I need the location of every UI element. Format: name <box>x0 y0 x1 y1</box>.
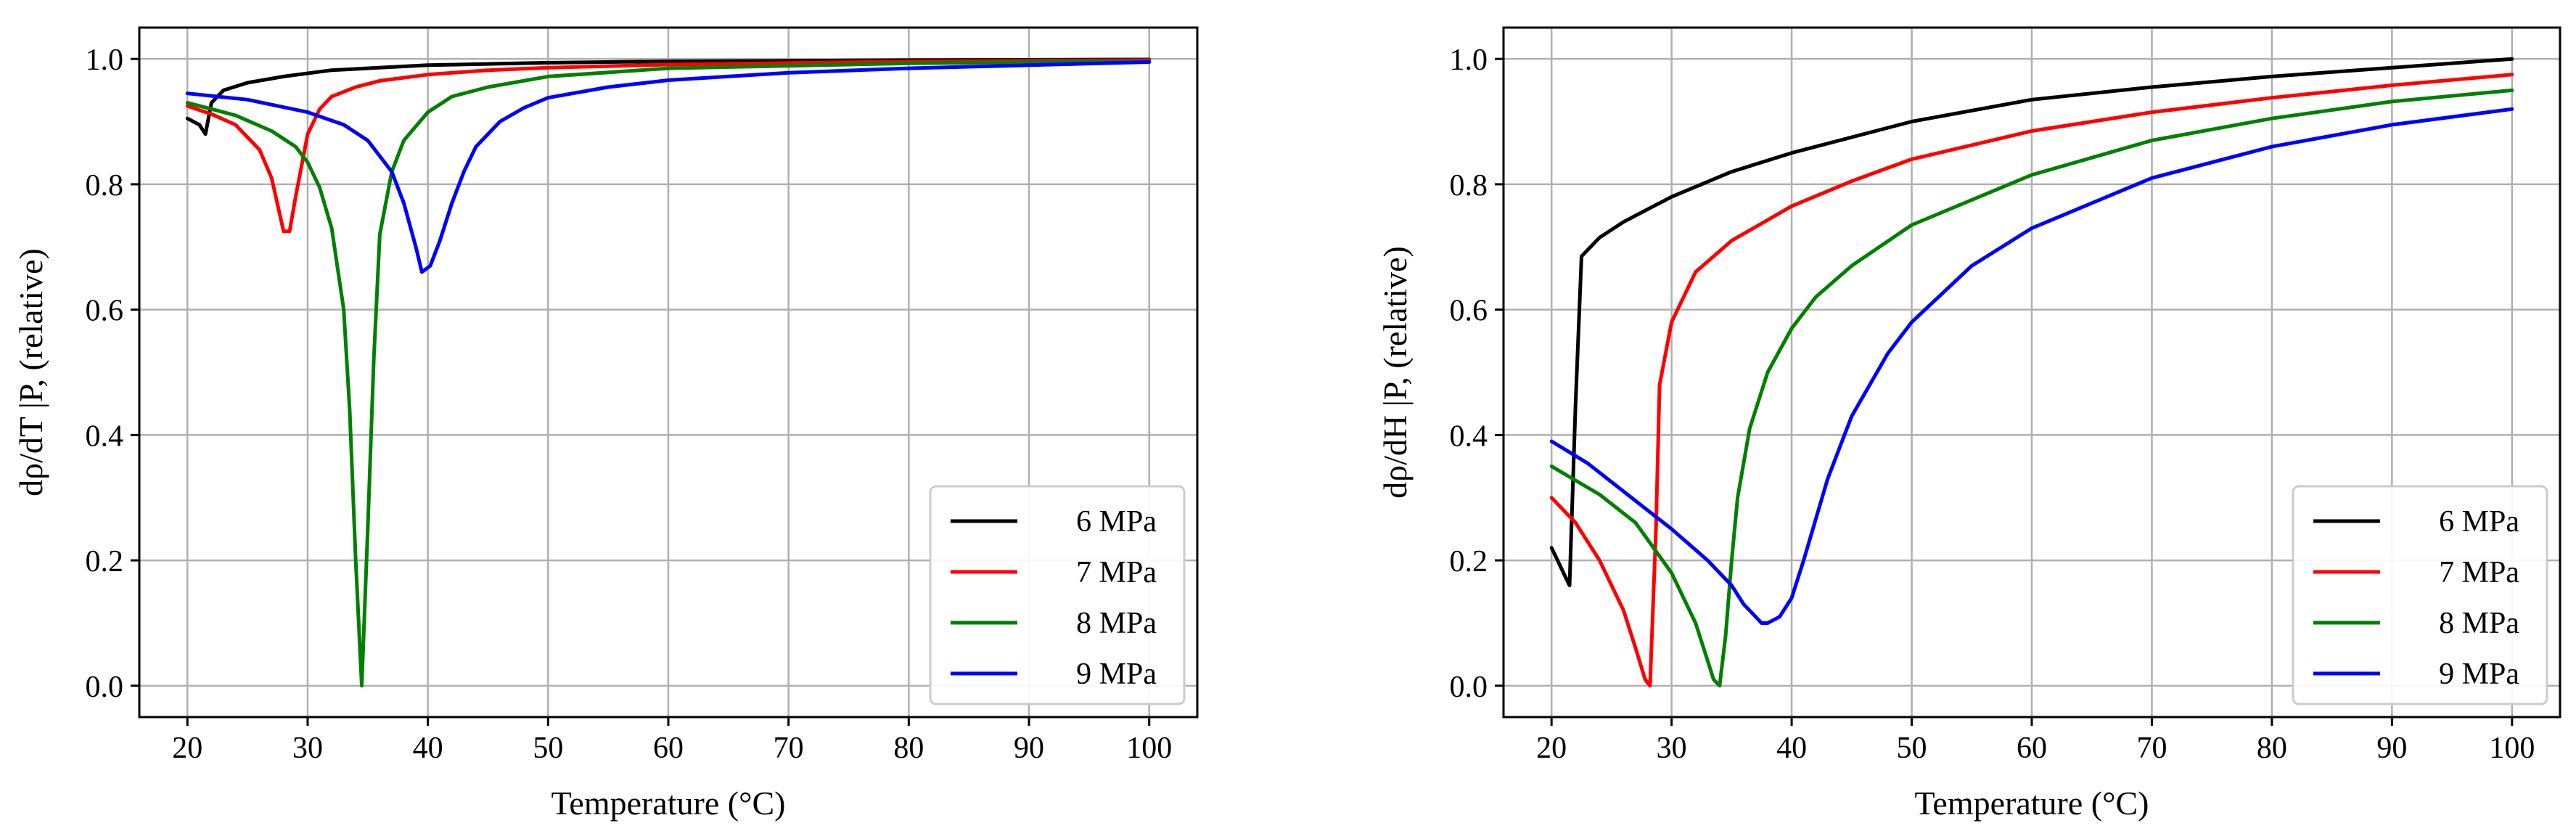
y-tick-label: 0.4 <box>86 420 124 453</box>
x-tick-label: 20 <box>1536 732 1567 765</box>
y-tick-label: 0.2 <box>86 545 124 578</box>
legend-label: 8 MPa <box>2439 607 2519 640</box>
legend-box <box>929 485 1186 705</box>
x-tick-label: 20 <box>172 732 202 765</box>
x-tick-label: 80 <box>2257 732 2287 765</box>
series-line-9-mpa <box>1549 107 2514 625</box>
y-tick-label: 1.0 <box>1450 44 1488 77</box>
legend-label: 7 MPa <box>2439 556 2519 589</box>
y-tick-label: 0.2 <box>1450 545 1488 578</box>
x-tick-label: 40 <box>1776 732 1807 765</box>
x-tick-label: 80 <box>893 732 924 765</box>
right-chart-panel: 20 30 40 50 60 70 80 90 100 0.0 0.2 0.4 0.6 0.8 1.0 Tem… <box>1377 26 2561 822</box>
y-tick-label: 0.4 <box>1450 420 1488 453</box>
legend: 6 MPa 7 MPa 8 MPa 9 MPa <box>929 485 1186 705</box>
legend-label: 6 MPa <box>1076 505 1157 539</box>
legend-label: 8 MPa <box>1076 607 1157 640</box>
series-line-6-mpa <box>1549 57 2514 588</box>
y-axis-title: dρ/dH |P, (relative) <box>1377 246 1414 499</box>
x-tick-label: 90 <box>2376 732 2407 765</box>
legend-label: 6 MPa <box>2439 505 2519 539</box>
y-axis-title: dρ/dT |P, (relative) <box>12 248 49 496</box>
x-tick-label: 100 <box>2489 732 2535 765</box>
x-tick-label: 70 <box>774 732 804 765</box>
series-line-8-mpa <box>1549 88 2514 688</box>
y-tick-label: 0.8 <box>86 169 124 202</box>
x-tick-label: 60 <box>2017 732 2047 765</box>
legend-label: 9 MPa <box>1076 658 1157 691</box>
x-axis-title: Temperature (°C) <box>551 785 786 822</box>
x-tick-label: 60 <box>653 732 684 765</box>
legend-label: 7 MPa <box>1076 556 1157 589</box>
y-tick-label: 0.8 <box>1450 169 1488 202</box>
legend-box <box>2292 485 2548 705</box>
x-axis-title: Temperature (°C) <box>1915 785 2149 822</box>
x-tick-label: 40 <box>413 732 443 765</box>
x-tick-label: 50 <box>533 732 563 765</box>
y-tick-label: 0.0 <box>1450 671 1488 704</box>
series-line-9-mpa <box>185 60 1152 274</box>
legend-label: 9 MPa <box>2439 658 2519 691</box>
x-tick-label: 30 <box>292 732 323 765</box>
y-tick-label: 0.0 <box>86 671 124 704</box>
y-tick-label: 0.6 <box>86 295 124 328</box>
series-line-7-mpa <box>1549 73 2514 688</box>
x-tick-label: 30 <box>1657 732 1687 765</box>
y-tick-label: 0.6 <box>1450 295 1488 328</box>
series-line-8-mpa <box>185 60 1152 688</box>
x-tick-label: 70 <box>2136 732 2167 765</box>
x-tick-label: 50 <box>1897 732 1927 765</box>
series-line-6-mpa <box>185 57 1152 136</box>
left-chart-panel: 20 30 40 50 60 70 80 90 100 0.0 0.2 0.4 0.6 0.8 1.0 Tem… <box>12 26 1199 822</box>
y-tick-label: 1.0 <box>86 44 124 77</box>
series-line-7-mpa <box>185 58 1152 234</box>
legend: 6 MPa 7 MPa 8 MPa 9 MPa <box>2292 485 2548 705</box>
x-tick-label: 100 <box>1126 732 1172 765</box>
x-tick-label: 90 <box>1014 732 1044 765</box>
